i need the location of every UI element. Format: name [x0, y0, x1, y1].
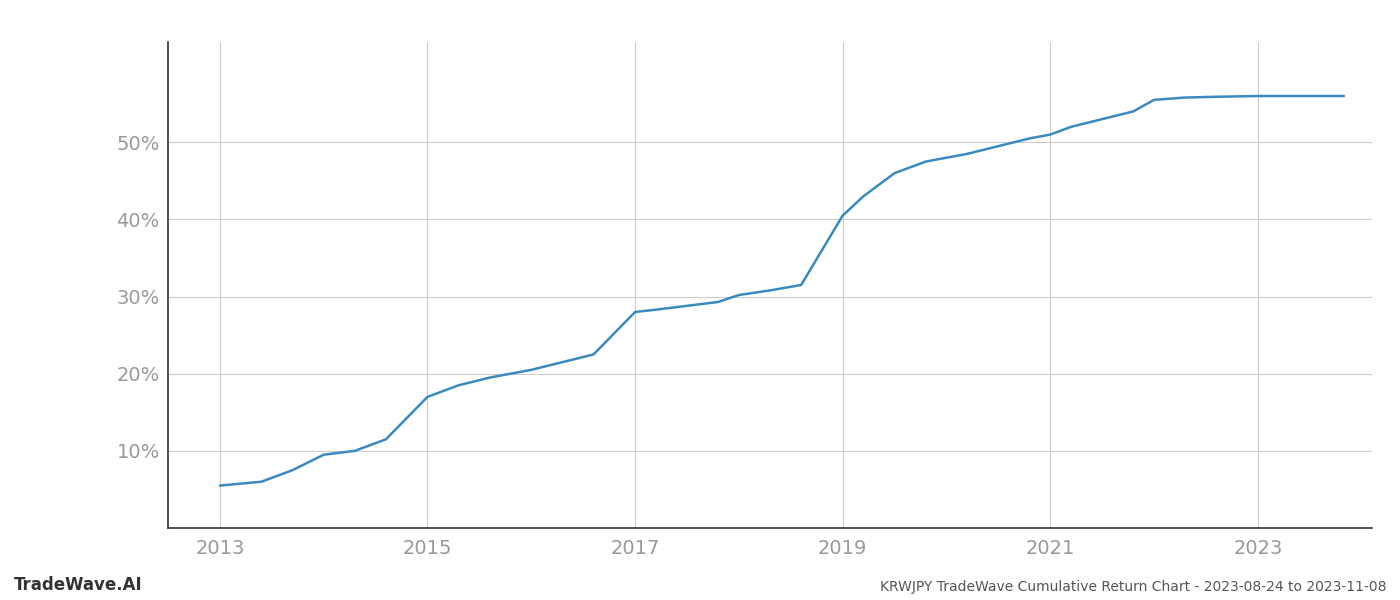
Text: TradeWave.AI: TradeWave.AI [14, 576, 143, 594]
Text: KRWJPY TradeWave Cumulative Return Chart - 2023-08-24 to 2023-11-08: KRWJPY TradeWave Cumulative Return Chart… [879, 580, 1386, 594]
